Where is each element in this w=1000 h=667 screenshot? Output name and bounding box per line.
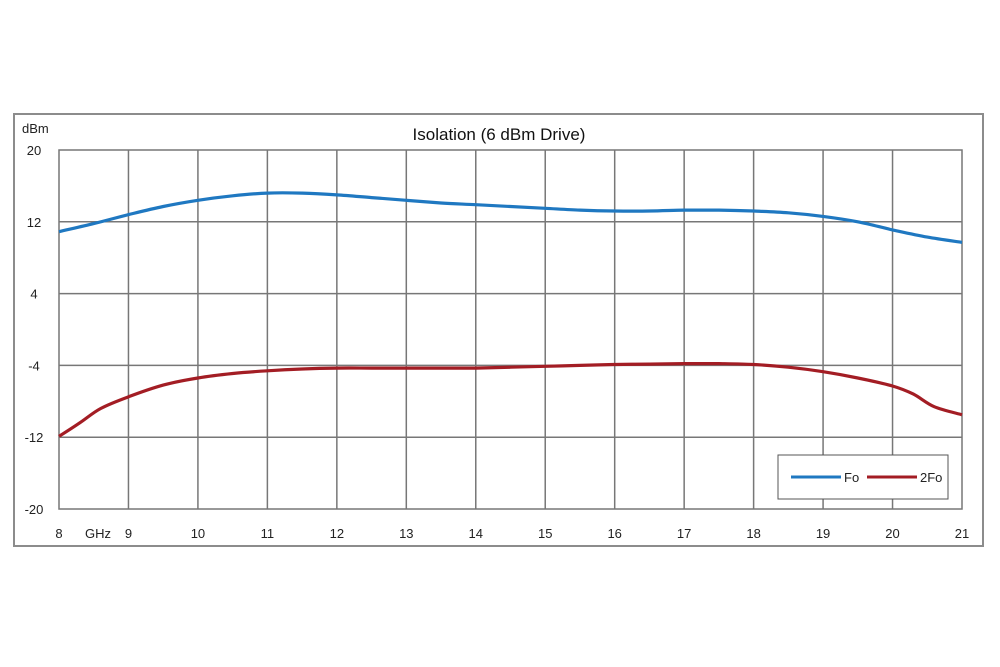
x-tick-label: 13: [399, 526, 413, 541]
y-tick-label: -20: [25, 502, 44, 517]
axes: 8 9 10 11 12 13 14 15 16 17 18 19 20 21 20 12 4 -4 -12 -20: [25, 143, 970, 541]
x-tick-label: 21: [955, 526, 969, 541]
x-tick-label: 9: [125, 526, 132, 541]
legend: Fo 2Fo: [777, 454, 949, 500]
series-line-2fo: [58, 361, 963, 438]
series-line-fo: [58, 191, 963, 244]
x-axis-unit-label: GHz: [85, 526, 111, 541]
x-tick-label: 8: [55, 526, 62, 541]
x-tick-label: 18: [746, 526, 760, 541]
x-tick-label: 10: [191, 526, 205, 541]
x-tick-label: 17: [677, 526, 691, 541]
x-tick-label: 19: [816, 526, 830, 541]
series-lines: [58, 191, 963, 438]
y-tick-label: 12: [27, 215, 41, 230]
x-tick-label: 15: [538, 526, 552, 541]
grid: [58, 149, 963, 510]
x-tick-label: 16: [607, 526, 621, 541]
x-tick-label: 14: [469, 526, 483, 541]
y-tick-label: -4: [28, 358, 40, 373]
isolation-chart: 8 9 10 11 12 13 14 15 16 17 18 19 20 2120124-4-12-20 …: [22, 121, 970, 541]
y-axis-unit-label: dBm: [22, 121, 49, 136]
legend-label-fo: Fo: [844, 470, 859, 485]
x-tick-label: 12: [330, 526, 344, 541]
y-tick-label: 20: [27, 143, 41, 158]
plot-area: [58, 149, 963, 510]
x-tick-label: 20: [885, 526, 899, 541]
x-tick-label: 11: [261, 526, 275, 541]
y-tick-label: 4: [30, 287, 37, 302]
y-tick-label: -12: [25, 430, 44, 445]
chart-title: Isolation (6 dBm Drive): [413, 125, 586, 144]
chart-frame: 8 9 10 11 12 13 14 15 16 17 18 19 20 21 20 12 4 -4 -12 -20 …: [13, 113, 984, 547]
legend-label-2fo: 2Fo: [920, 470, 942, 485]
